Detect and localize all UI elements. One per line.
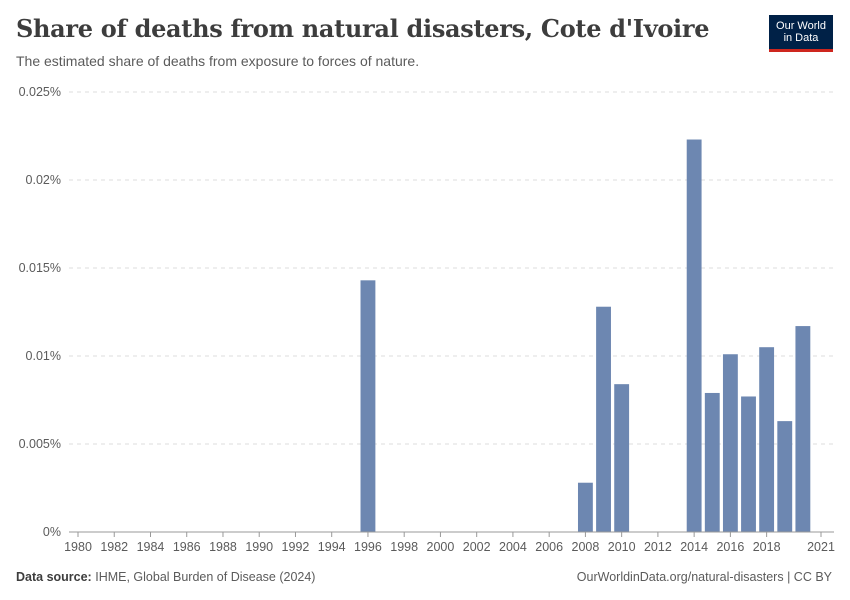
data-source-label: Data source:	[16, 570, 92, 584]
bar-2015[interactable]	[704, 392, 720, 532]
x-tick-label: 1984	[137, 540, 165, 554]
bar-2020[interactable]	[795, 326, 811, 532]
x-tick-label: 2016	[716, 540, 744, 554]
x-tick-label: 2021	[807, 540, 835, 554]
x-tick-label: 2012	[644, 540, 672, 554]
chart-subtitle: The estimated share of deaths from expos…	[16, 53, 420, 69]
bar-2017[interactable]	[741, 396, 756, 532]
x-tick-label: 1986	[173, 540, 201, 554]
x-tick-label: 2000	[427, 540, 455, 554]
y-tick-label: 0%	[43, 525, 61, 539]
x-tick-label: 2014	[680, 540, 708, 554]
data-source-text: IHME, Global Burden of Disease (2024)	[95, 570, 316, 584]
y-tick-label: 0.005%	[19, 437, 61, 451]
x-tick-label: 1996	[354, 540, 382, 554]
owid-logo[interactable]: Our World in Data	[769, 15, 833, 52]
bar-2019[interactable]	[777, 421, 793, 532]
logo-line-2: in Data	[783, 32, 819, 44]
x-tick-label: 1988	[209, 540, 237, 554]
bar-2009[interactable]	[596, 306, 611, 532]
y-tick-label: 0.015%	[19, 261, 61, 275]
x-tick-label: 2004	[499, 540, 527, 554]
x-tick-label: 1992	[282, 540, 310, 554]
bar-1996[interactable]	[360, 280, 376, 532]
chart-title: Share of deaths from natural disasters, …	[16, 14, 710, 43]
gridlines	[69, 91, 834, 445]
x-tick-label: 1990	[245, 540, 273, 554]
y-tick-label: 0.01%	[26, 349, 61, 363]
bar-2010[interactable]	[614, 384, 630, 532]
y-tick-label: 0.02%	[26, 173, 61, 187]
x-tick-label: 2006	[535, 540, 563, 554]
x-tick-label: 1994	[318, 540, 346, 554]
logo-line-1: Our World	[776, 20, 826, 32]
bar-2014[interactable]	[686, 139, 702, 532]
bar-2018[interactable]	[759, 347, 775, 532]
bars	[360, 139, 811, 532]
x-tick-label: 1998	[390, 540, 418, 554]
y-axis-labels: 0% 0.005% 0.01% 0.015% 0.02% 0.025%	[19, 85, 61, 539]
x-tick-label: 2010	[608, 540, 636, 554]
x-tick-label: 1982	[100, 540, 128, 554]
x-tick-label: 2008	[572, 540, 600, 554]
x-axis: 1980 1982 1984 1986 1988 1990 1992 1994 1996 1998…	[64, 531, 835, 554]
x-tick-label: 2002	[463, 540, 491, 554]
bar-2008[interactable]	[577, 482, 593, 532]
x-tick-label: 1980	[64, 540, 92, 554]
data-source: Data source: IHME, Global Burden of Dise…	[16, 570, 315, 584]
bar-2016[interactable]	[722, 354, 738, 532]
x-tick-label: 2018	[753, 540, 781, 554]
source-link[interactable]: OurWorldinData.org/natural-disasters | C…	[576, 570, 832, 584]
y-tick-label: 0.025%	[19, 85, 61, 99]
